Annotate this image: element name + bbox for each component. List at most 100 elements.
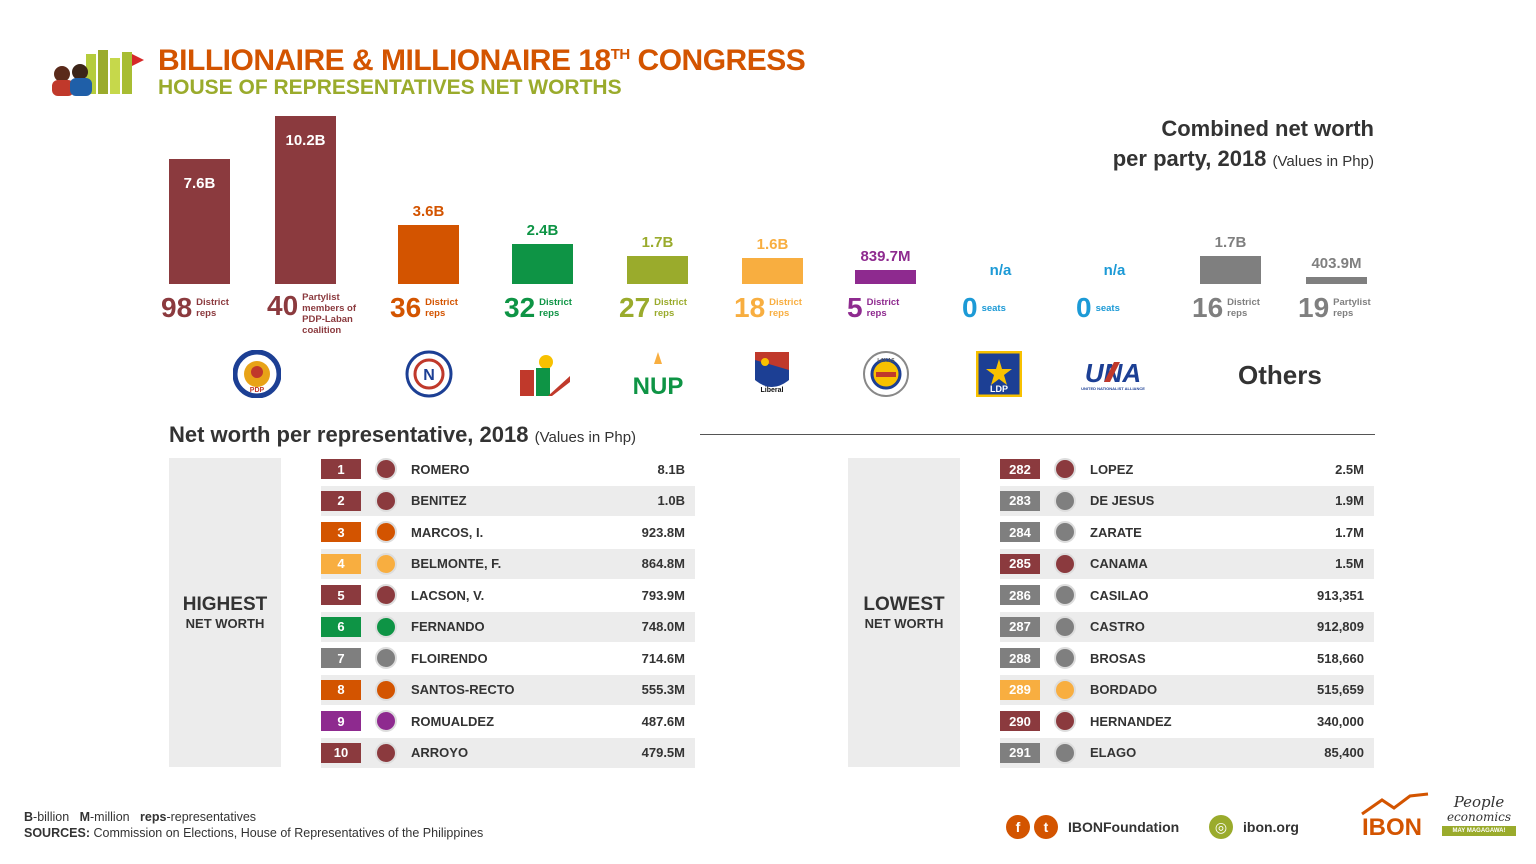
seat-count-10: 16 District reps (1192, 292, 1260, 324)
seat-number: 32 (504, 292, 536, 323)
rank-badge: 290 (1000, 711, 1040, 731)
nup-logo: NUP (632, 350, 684, 398)
social-links[interactable]: f t IBONFoundation (1006, 815, 1179, 839)
rank-badge: 8 (321, 679, 361, 700)
svg-text:LAKAS: LAKAS (877, 358, 895, 364)
net-worth-value: 8.1B (657, 461, 685, 477)
bar-11 (1306, 277, 1367, 284)
party-logo-icon (375, 521, 397, 543)
net-worth-value: 913,351 (1317, 587, 1364, 603)
net-worth-value: 923.8M (641, 524, 685, 540)
seat-number: 18 (734, 292, 766, 323)
bar-value-label-4: 2.4B (526, 222, 559, 240)
svg-text:N: N (423, 367, 435, 384)
net-worth-value: 85,400 (1324, 745, 1364, 760)
bar-value-label-5: 1.7B (641, 234, 674, 251)
nacionalista-logo: N (405, 350, 453, 398)
representative-name: LACSON, V. (411, 587, 485, 603)
bar-3 (398, 224, 459, 284)
bar-value-label-9: n/a (1103, 262, 1126, 279)
seat-number: 16 (1192, 292, 1224, 323)
table-row: 3 MARCOS, I. 923.8M (321, 517, 695, 547)
net-worth-value: 487.6M (641, 713, 685, 729)
section-divider (700, 434, 1375, 435)
bar-value-label-3: 3.6B (412, 202, 445, 220)
table-row: 287 CASTRO 912,809 (1000, 611, 1374, 642)
page-subtitle: HOUSE OF REPRESENTATIVES NET WORTHS (158, 76, 622, 99)
others-label: Others (1238, 360, 1322, 390)
representative-name: HERNANDEZ (1090, 713, 1172, 729)
net-worth-value: 912,809 (1317, 619, 1364, 634)
party-logo-icon (1054, 552, 1076, 575)
bar-value-label-7: 839.7M (860, 248, 911, 266)
bar-5 (627, 256, 688, 284)
bar-6 (742, 257, 803, 284)
website-link[interactable]: ◎ ibon.org (1209, 815, 1299, 839)
party-logo-icon (1054, 489, 1076, 512)
seat-label: District reps (769, 297, 802, 319)
seat-number: 0 (1076, 292, 1092, 323)
rank-badge: 291 (1000, 742, 1040, 763)
legend-text: B-billion M-million reps-representatives (24, 810, 257, 824)
rank-badge: 285 (1000, 553, 1040, 574)
lowest-label: LOWEST NET WORTH (848, 458, 960, 767)
representative-name: BORDADO (1090, 682, 1158, 697)
twitter-icon[interactable]: t (1034, 815, 1058, 839)
seat-number: 19 (1298, 292, 1330, 323)
table-row: 7 FLOIRENDO 714.6M (321, 643, 695, 673)
net-worth-value: 1.0B (657, 493, 685, 508)
seat-label: Partylist reps (1333, 297, 1371, 319)
table-row: 290 HERNANDEZ 340,000 (1000, 706, 1374, 736)
representative-name: BROSAS (1090, 650, 1146, 666)
seat-count-11: 19 Partylist reps (1298, 292, 1371, 324)
party-logo-icon (375, 584, 397, 606)
bar-value-label-6: 1.6B (756, 235, 789, 253)
party-logo-icon (375, 710, 397, 732)
representative-name: CASILAO (1090, 587, 1149, 603)
rank-badge: 5 (321, 585, 361, 605)
seat-count-1: 98 District reps (161, 292, 229, 324)
net-worth-value: 864.8M (641, 556, 685, 571)
page-title: BILLIONAIRE & MILLIONAIRE 18TH CONGRESS (158, 44, 806, 77)
rank-badge: 284 (1000, 522, 1040, 542)
npc-logo (512, 352, 572, 398)
table-row: 282 LOPEZ 2.5M (1000, 454, 1374, 484)
party-logo-icon (1054, 521, 1076, 543)
table-row: 2 BENITEZ 1.0B (321, 485, 695, 516)
net-worth-value: 518,660 (1317, 650, 1364, 666)
svg-text:Liberal: Liberal (761, 387, 784, 394)
people-text: People (1453, 793, 1505, 811)
net-worth-value: 479.5M (641, 745, 685, 760)
social-handle[interactable]: IBONFoundation (1068, 819, 1180, 835)
party-logo-icon (375, 615, 397, 638)
seat-count-4: 32 District reps (504, 292, 572, 324)
bar-10 (1200, 256, 1261, 284)
table-row: 286 CASILAO 913,351 (1000, 580, 1374, 610)
net-worth-value: 748.0M (641, 619, 685, 634)
una-logo: UNAUNITED NATIONALIST ALLIANCE (1080, 358, 1146, 392)
globe-icon[interactable]: ◎ (1209, 815, 1233, 839)
representative-name: LOPEZ (1090, 461, 1134, 477)
seat-number: 98 (161, 292, 193, 323)
sources-text: SOURCES: Commission on Elections, House … (24, 826, 484, 840)
ibon-logo: IBON (1360, 792, 1430, 842)
seat-number: 0 (962, 292, 978, 323)
party-logo-icon (375, 678, 397, 701)
svg-text:UNITED NATIONALIST ALLIANCE: UNITED NATIONALIST ALLIANCE (1081, 386, 1145, 391)
party-logo-icon (1054, 741, 1076, 764)
party-logo-icon (375, 489, 397, 512)
rank-badge: 287 (1000, 616, 1040, 637)
seat-label: District reps (866, 297, 900, 319)
representative-name: DE JESUS (1090, 493, 1155, 508)
representative-name: CASTRO (1090, 619, 1145, 634)
bar-value-label-2: 10.2B (285, 132, 326, 149)
svg-text:PDP: PDP (250, 387, 265, 394)
facebook-icon[interactable]: f (1006, 815, 1030, 839)
representative-name: FLOIRENDO (411, 650, 488, 666)
website-text[interactable]: ibon.org (1243, 819, 1299, 835)
representative-name: CANAMA (1090, 556, 1148, 571)
rank-badge: 1 (321, 459, 361, 479)
table-row: 285 CANAMA 1.5M (1000, 548, 1374, 579)
seat-label: District reps (654, 297, 687, 319)
lakas-cmd-logo: LAKAS (862, 350, 910, 398)
